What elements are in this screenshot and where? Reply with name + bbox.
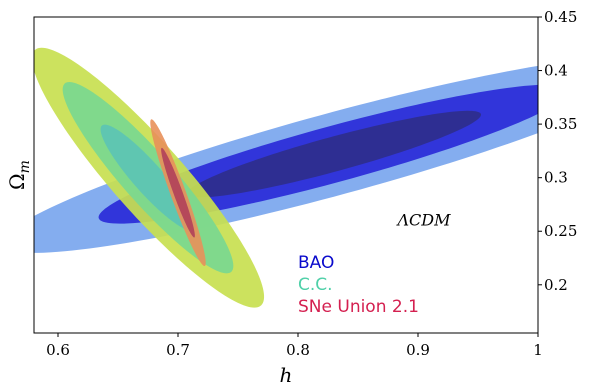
x-tick-label: 1 [533,341,543,359]
legend-entry-c-c-: C.C. [298,275,333,295]
y-tick-label: 0.4 [544,62,568,80]
plot-frame [33,16,539,334]
y-tick-label: 0.45 [544,8,577,26]
contour-regions [34,47,538,308]
x-axis: 0.6 0.7 0.8 0.9 1 [46,333,543,359]
x-tick-label: 0.7 [166,341,190,359]
contour-bao-level-1 [187,110,481,198]
contour-sne-union-2-1-level-1 [161,147,195,238]
y-tick-label: 0.35 [544,115,577,133]
y-axis: 0.2 0.25 0.3 0.35 0.4 0.45 [538,8,577,294]
x-tick-label: 0.8 [286,341,310,359]
contour-c-c--level-1 [100,124,196,231]
y-axis-label: Ωm [5,160,33,190]
y-tick-label: 0.2 [544,276,568,294]
x-tick-label: 0.6 [46,341,70,359]
y-tick-label: 0.25 [544,222,577,240]
y-tick-label: 0.3 [544,169,568,187]
model-annotation: ΛCDM [395,210,451,229]
x-tick-label: 0.9 [406,341,430,359]
legend-entry-bao: BAO [298,253,334,273]
x-axis-label: h [280,363,293,387]
legend-entry-sne-union-2-1: SNe Union 2.1 [298,297,419,317]
